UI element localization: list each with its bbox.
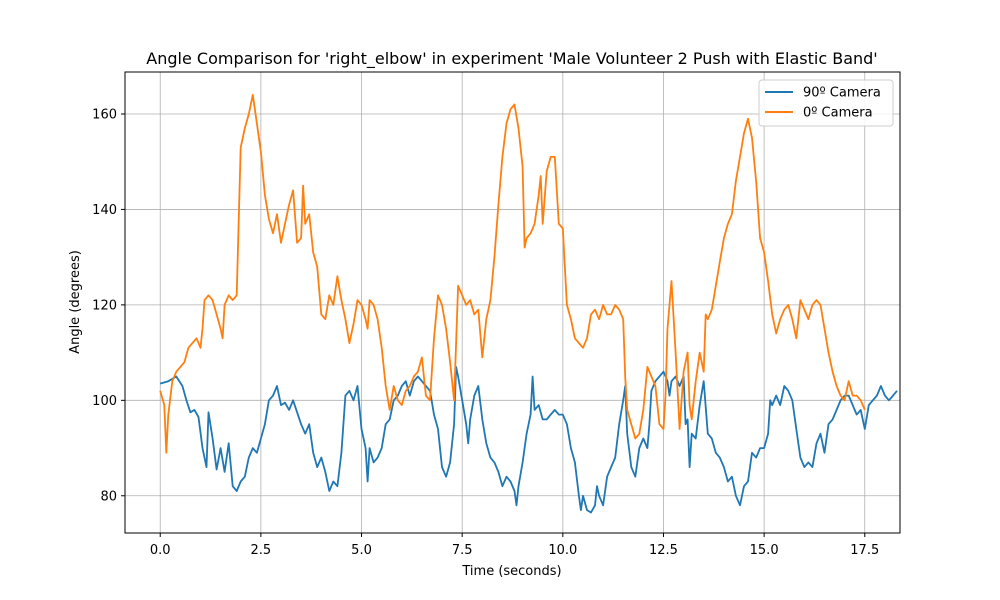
x-tick-label: 12.5 [649, 543, 678, 558]
y-tick-label: 160 [92, 107, 117, 122]
x-tick-label: 15.0 [750, 543, 779, 558]
x-axis-label: Time (seconds) [461, 564, 561, 579]
y-tick-label: 120 [92, 298, 117, 313]
y-tick-label: 80 [100, 489, 117, 504]
legend-label-0-camera: 0º Camera [803, 106, 873, 121]
series-layer [159, 94, 898, 514]
x-tick-label: 10.0 [548, 543, 577, 558]
legend-label-90-camera: 90º Camera [803, 86, 881, 101]
y-ticks: 80 100 120 140 160 [92, 107, 125, 504]
legend: 90º Camera 0º Camera [758, 79, 894, 127]
series-line-0-camera [159, 94, 866, 454]
y-axis-label: Angle (degrees) [68, 250, 83, 354]
x-tick-label: 5.0 [351, 543, 372, 558]
x-tick-label: 2.5 [251, 543, 272, 558]
x-ticks: 0.0 2.5 5.0 7.5 10.0 12.5 15.0 17.5 [150, 533, 879, 558]
y-tick-label: 100 [92, 394, 117, 409]
plot-frame [124, 71, 901, 534]
x-tick-label: 7.5 [452, 543, 473, 558]
chart-title: Angle Comparison for 'right_elbow' in ex… [146, 49, 877, 69]
x-tick-label: 0.0 [150, 543, 171, 558]
y-tick-label: 140 [92, 203, 117, 218]
x-tick-label: 17.5 [850, 543, 879, 558]
series-line-90-camera [159, 365, 898, 514]
